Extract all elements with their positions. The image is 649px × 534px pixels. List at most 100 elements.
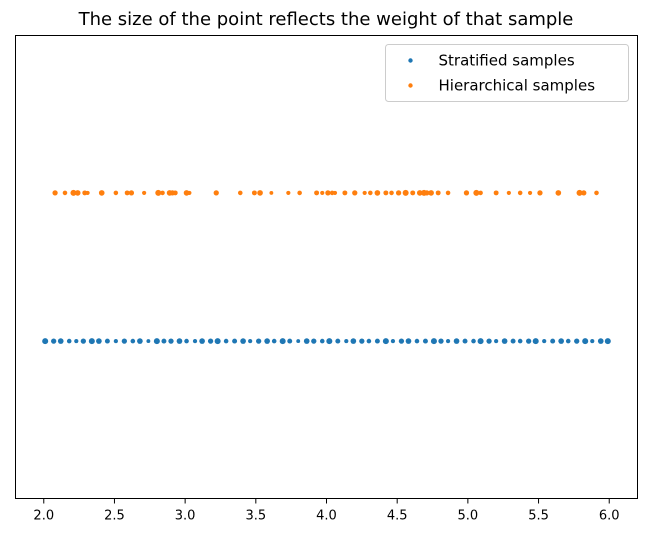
data-point: [223, 338, 229, 344]
data-point: [410, 190, 416, 196]
data-point: [402, 189, 409, 196]
data-point: [85, 190, 90, 196]
x-tick-label: 5.0: [458, 509, 479, 524]
data-point: [176, 338, 183, 344]
data-point: [137, 338, 143, 344]
data-point: [428, 190, 434, 196]
data-point: [335, 338, 341, 344]
data-point: [389, 190, 394, 196]
data-point: [199, 338, 205, 344]
legend-label: Hierarchical samples: [439, 77, 596, 95]
data-point: [264, 338, 270, 344]
data-point: [287, 338, 293, 344]
data-point: [471, 338, 476, 344]
data-point: [62, 190, 68, 196]
data-point: [453, 338, 460, 344]
data-point: [113, 190, 119, 196]
data-point: [98, 190, 105, 196]
x-tick-label: 3.0: [175, 509, 196, 524]
data-point: [240, 338, 246, 344]
data-point: [405, 338, 412, 344]
data-point: [66, 338, 72, 344]
data-point: [527, 190, 533, 196]
data-point: [383, 190, 389, 196]
data-point: [374, 190, 381, 196]
data-point: [424, 190, 430, 196]
data-point: [473, 189, 480, 196]
data-point: [445, 338, 451, 344]
data-point: [70, 189, 77, 196]
data-point: [74, 338, 79, 344]
data-point: [42, 338, 49, 345]
data-point: [257, 190, 263, 196]
data-point: [207, 338, 214, 344]
legend: Stratified samples Hierarchical samples: [385, 44, 629, 102]
data-point: [438, 338, 444, 344]
data-point: [494, 338, 499, 344]
data-point: [192, 338, 198, 344]
series-hierarchical: [52, 189, 599, 196]
x-tick-label: 2.0: [33, 509, 54, 524]
data-point: [214, 338, 221, 345]
data-point: [80, 338, 86, 344]
data-point: [597, 338, 604, 344]
data-point: [130, 338, 136, 344]
data-point: [414, 338, 420, 344]
data-point: [435, 190, 441, 196]
data-point: [269, 191, 274, 195]
chart-title: The size of the point reflects the weigh…: [78, 9, 574, 30]
data-point: [581, 190, 587, 196]
data-point: [390, 338, 396, 344]
data-point: [493, 190, 499, 196]
data-point: [52, 190, 58, 196]
x-tick-label: 6.0: [599, 509, 620, 524]
data-point: [486, 338, 492, 344]
data-point: [374, 338, 380, 344]
series-stratified: [42, 338, 611, 345]
data-point: [155, 189, 162, 196]
data-point: [517, 190, 523, 196]
data-point: [574, 338, 580, 344]
data-point: [344, 338, 349, 344]
data-point: [430, 338, 437, 345]
data-point: [537, 190, 543, 196]
data-point: [325, 190, 331, 196]
data-point: [582, 338, 589, 345]
data-point: [104, 338, 110, 344]
data-point: [153, 338, 160, 345]
data-point: [184, 338, 189, 344]
data-point: [510, 338, 516, 344]
data-point: [366, 338, 372, 344]
data-point: [478, 190, 483, 196]
data-point: [550, 338, 556, 344]
data-point: [297, 190, 302, 196]
data-point: [590, 338, 595, 344]
x-tick-label: 4.5: [387, 509, 408, 524]
data-point: [594, 190, 599, 196]
legend-box: [385, 44, 629, 102]
data-point: [160, 190, 165, 196]
data-point: [416, 190, 423, 196]
data-point: [124, 190, 130, 196]
data-point: [161, 338, 167, 344]
data-point: [121, 338, 127, 344]
data-point: [232, 338, 238, 344]
data-point: [279, 338, 286, 345]
data-point: [526, 338, 532, 344]
plot-frame: [15, 35, 638, 499]
x-tick-label: 3.5: [245, 509, 266, 524]
data-point: [422, 338, 428, 344]
data-point: [311, 338, 317, 344]
data-point: [542, 338, 547, 344]
x-tick-label: 4.0: [316, 509, 337, 524]
data-points: [42, 189, 611, 345]
data-point: [477, 338, 484, 345]
data-point: [532, 338, 539, 345]
data-point: [303, 338, 310, 344]
data-point: [213, 190, 219, 196]
data-point: [604, 338, 611, 345]
data-point: [113, 338, 118, 344]
data-point: [350, 338, 357, 344]
data-point: [326, 338, 333, 345]
